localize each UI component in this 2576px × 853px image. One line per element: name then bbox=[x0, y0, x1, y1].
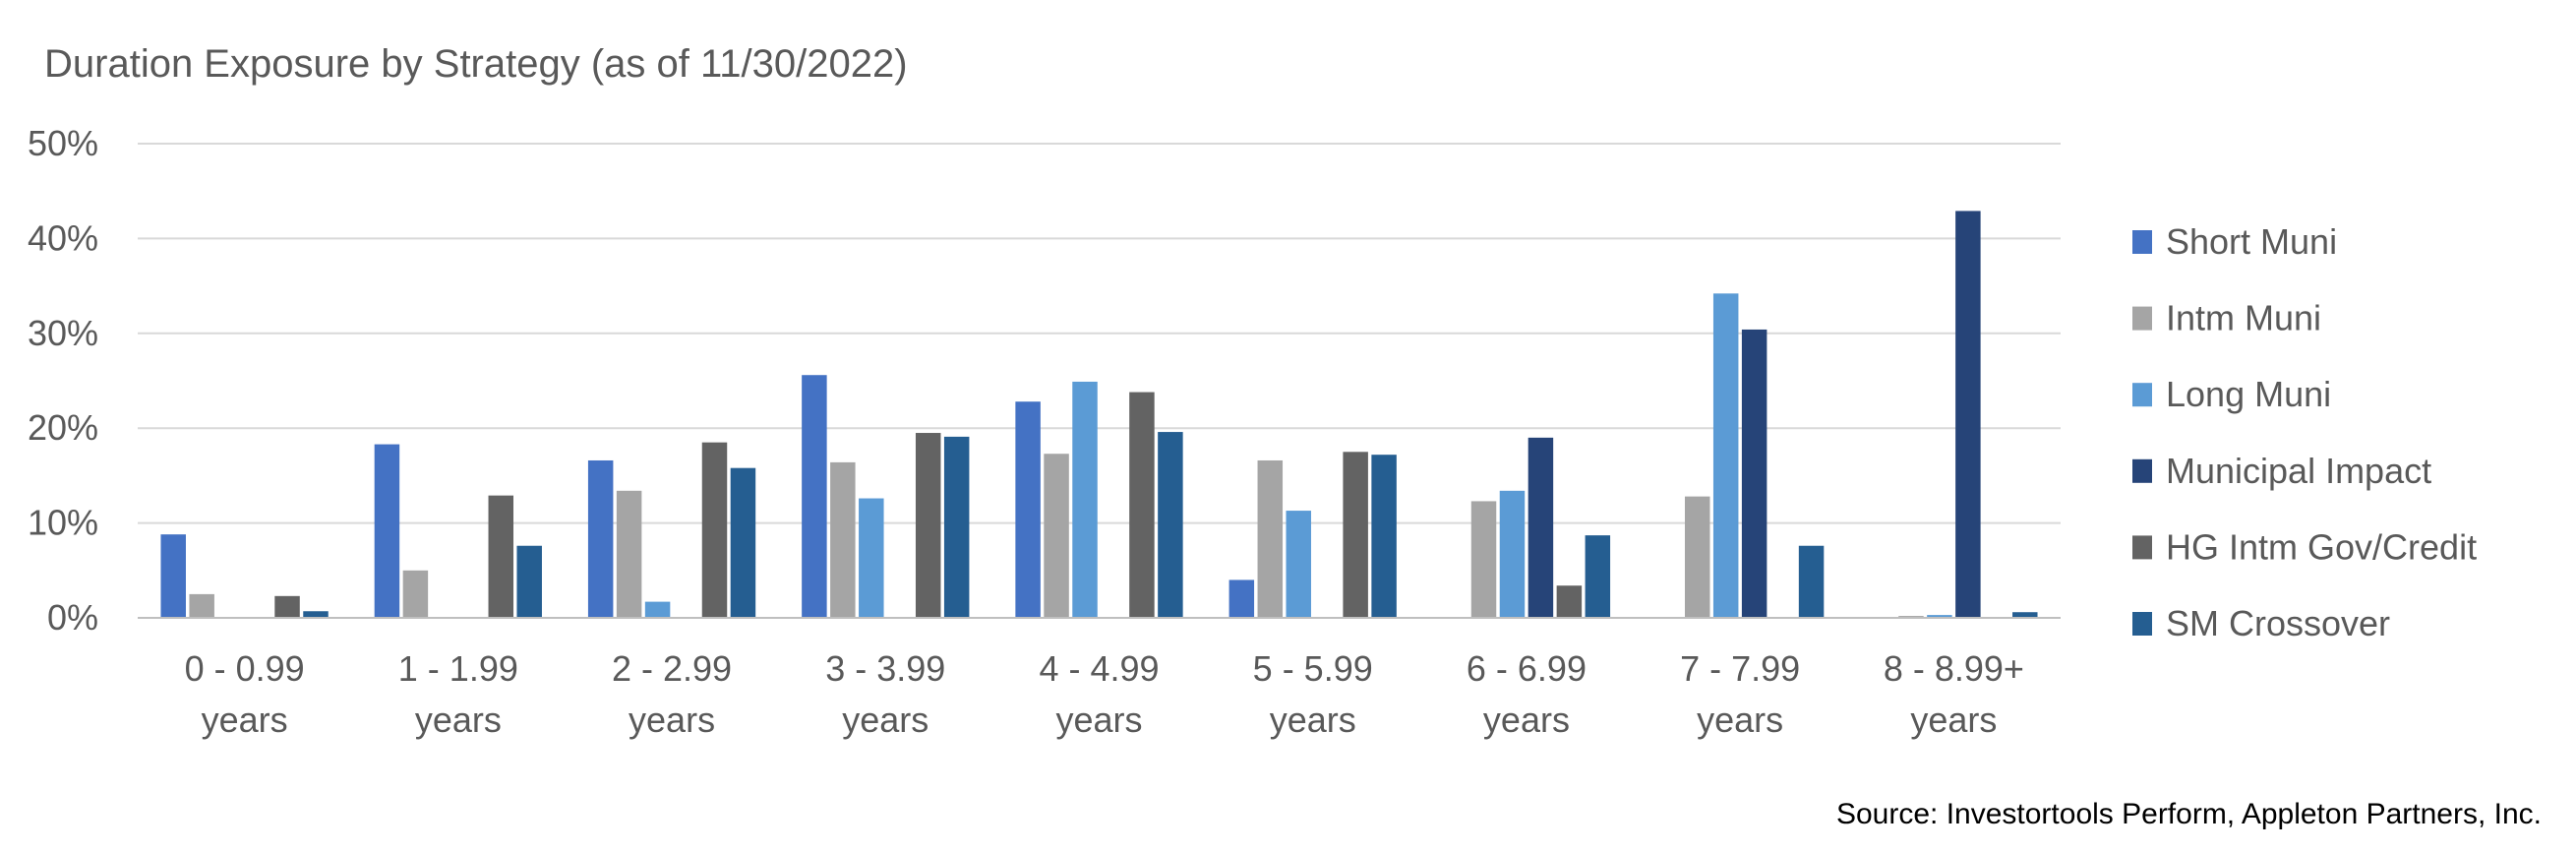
y-tick-label: 20% bbox=[28, 407, 98, 448]
bar bbox=[1343, 452, 1368, 618]
x-category-label: years bbox=[1270, 700, 1356, 740]
x-category-label: 6 - 6.99 bbox=[1467, 648, 1587, 689]
legend-swatch bbox=[2132, 230, 2152, 254]
bar bbox=[1044, 454, 1069, 618]
bar bbox=[701, 442, 728, 618]
bar bbox=[1927, 615, 1952, 618]
bars bbox=[160, 211, 2038, 618]
bar bbox=[1712, 293, 1739, 618]
legend-label: Intm Muni bbox=[2166, 298, 2321, 338]
bar bbox=[830, 461, 856, 618]
x-category-label: years bbox=[1055, 700, 1142, 740]
x-category-label: years bbox=[1483, 700, 1570, 740]
bar bbox=[374, 444, 400, 618]
legend-swatch bbox=[2132, 535, 2152, 560]
bar bbox=[730, 467, 756, 618]
x-category-label: 2 - 2.99 bbox=[612, 648, 732, 689]
legend-swatch bbox=[2132, 458, 2152, 483]
source-note: Source: Investortools Perform, Appleton … bbox=[1836, 798, 2542, 830]
bar bbox=[1015, 401, 1041, 618]
x-category-label: 7 - 7.99 bbox=[1680, 648, 1800, 689]
bar bbox=[274, 595, 300, 618]
bar bbox=[1257, 459, 1284, 618]
x-category-label: 4 - 4.99 bbox=[1039, 648, 1159, 689]
y-tick-label: 10% bbox=[28, 503, 98, 543]
legend-swatch bbox=[2132, 612, 2152, 636]
bar bbox=[1955, 211, 1981, 618]
y-tick-label: 50% bbox=[28, 123, 98, 163]
legend-swatch bbox=[2132, 383, 2152, 407]
x-category-label: 0 - 0.99 bbox=[185, 648, 305, 689]
legend-label: Municipal Impact bbox=[2166, 451, 2431, 491]
y-tick-label: 30% bbox=[28, 313, 98, 353]
bar bbox=[644, 601, 671, 618]
x-category-label: years bbox=[202, 700, 288, 740]
bar bbox=[1556, 585, 1583, 618]
x-category-label: 3 - 3.99 bbox=[825, 648, 945, 689]
chart-title: Duration Exposure by Strategy (as of 11/… bbox=[44, 42, 908, 86]
bar bbox=[1286, 511, 1311, 618]
bar bbox=[1528, 437, 1554, 618]
bar bbox=[1371, 455, 1397, 618]
x-category-label: years bbox=[1910, 700, 1997, 740]
legend-label: Short Muni bbox=[2166, 221, 2337, 262]
legend-label: HG Intm Gov/Credit bbox=[2166, 526, 2477, 567]
bar bbox=[587, 459, 614, 618]
bar bbox=[2012, 612, 2038, 618]
bar bbox=[516, 545, 542, 618]
bar bbox=[1158, 432, 1183, 618]
x-category-label: years bbox=[842, 700, 929, 740]
bar bbox=[915, 433, 941, 618]
legend-label: Long Muni bbox=[2166, 374, 2331, 414]
bar bbox=[488, 495, 514, 618]
x-axis-categories: 0 - 0.99 years 1 - 1.99 years 2 - 2.99 years 3… bbox=[185, 648, 2024, 740]
y-axis-ticks: 0% 10% 20% 30% 40% 50% bbox=[28, 123, 98, 638]
bar bbox=[1129, 392, 1155, 618]
bar bbox=[616, 490, 642, 618]
bar bbox=[859, 498, 884, 618]
x-category-label: years bbox=[1697, 700, 1783, 740]
bar bbox=[1798, 545, 1825, 618]
bar bbox=[1741, 329, 1767, 618]
bar bbox=[303, 611, 329, 618]
bar bbox=[1072, 381, 1098, 618]
bar bbox=[802, 375, 827, 618]
bar bbox=[1684, 496, 1710, 618]
x-category-label: 8 - 8.99+ bbox=[1884, 648, 2024, 689]
bar bbox=[1585, 535, 1611, 618]
bar bbox=[1470, 501, 1497, 618]
y-tick-label: 40% bbox=[28, 217, 98, 258]
bar bbox=[1499, 490, 1526, 618]
x-category-label: 1 - 1.99 bbox=[398, 648, 518, 689]
bar bbox=[943, 436, 970, 618]
bar bbox=[160, 534, 186, 618]
legend-swatch bbox=[2132, 306, 2152, 331]
x-category-label: years bbox=[629, 700, 715, 740]
y-tick-label: 0% bbox=[47, 597, 98, 638]
legend-label: SM Crossover bbox=[2166, 603, 2390, 643]
x-category-label: years bbox=[415, 700, 502, 740]
bar bbox=[189, 593, 214, 618]
bar bbox=[1228, 579, 1255, 618]
gridlines bbox=[138, 143, 2061, 524]
x-category-label: 5 - 5.99 bbox=[1253, 648, 1373, 689]
legend: Short Muni Intm Muni Long Muni Municipal Im… bbox=[2132, 221, 2477, 643]
bar bbox=[402, 570, 429, 618]
